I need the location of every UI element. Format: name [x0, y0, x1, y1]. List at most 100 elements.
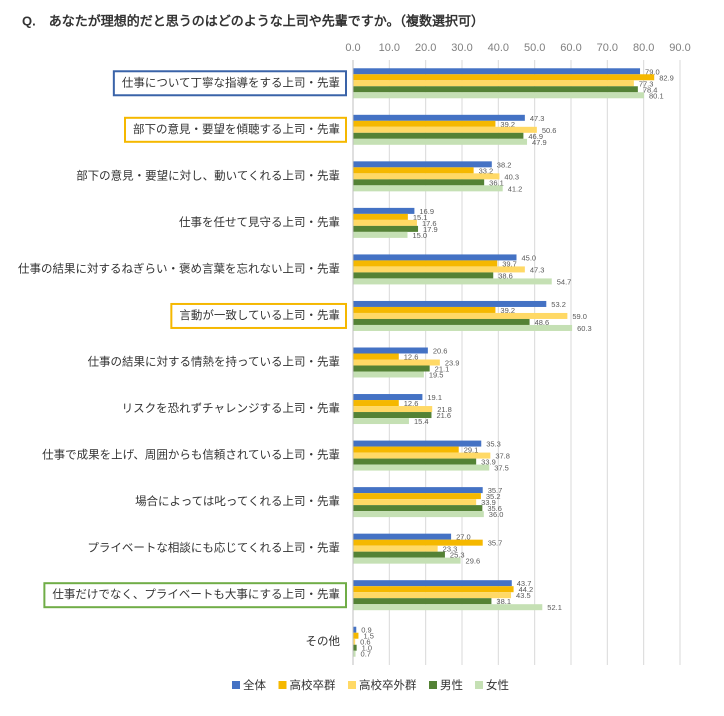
bar — [353, 260, 498, 267]
bar — [353, 592, 512, 599]
value-label: 38.6 — [498, 271, 513, 280]
bar — [353, 557, 461, 564]
highlight-box — [170, 302, 347, 329]
value-label: 33.9 — [481, 498, 496, 507]
category-label: 仕事で成果を上げ、周囲からも信頼されている上司・先輩 — [42, 448, 340, 462]
bar — [353, 458, 477, 465]
value-label: 79.0 — [645, 67, 660, 76]
bar — [353, 446, 459, 453]
legend-label: 高校卒外群 — [359, 678, 417, 692]
highlight-box — [112, 70, 347, 97]
bar — [353, 400, 399, 407]
value-label: 80.1 — [649, 91, 664, 100]
category-label: 仕事を任せて見守る上司・先輩 — [179, 215, 340, 229]
bar — [353, 580, 512, 587]
value-label: 39.2 — [500, 306, 515, 315]
value-label: 77.3 — [639, 79, 654, 88]
bar — [353, 318, 530, 325]
value-label: 43.7 — [517, 579, 532, 588]
bar — [353, 394, 423, 401]
bar — [353, 418, 409, 425]
bar — [353, 493, 481, 500]
bar — [353, 86, 638, 93]
value-label: 46.9 — [528, 132, 543, 141]
value-label: 38.2 — [497, 160, 512, 169]
bar — [353, 173, 500, 180]
value-label: 35.3 — [486, 440, 501, 449]
value-label: 15.1 — [413, 213, 428, 222]
x-tick-label: 30.0 — [451, 42, 472, 54]
legend-label: 男性 — [440, 678, 463, 692]
value-label: 82.9 — [659, 73, 674, 82]
x-tick-label: 50.0 — [524, 42, 545, 54]
value-label: 45.0 — [522, 253, 537, 262]
legend-swatch — [232, 681, 240, 689]
highlight-box — [124, 116, 347, 143]
value-label: 37.5 — [494, 464, 509, 473]
bar — [353, 306, 496, 313]
value-label: 50.6 — [542, 126, 557, 135]
bar — [353, 371, 424, 378]
value-label: 19.5 — [429, 370, 444, 379]
legend-swatch — [474, 681, 483, 689]
bar — [353, 487, 483, 494]
bar — [353, 68, 641, 75]
bar — [353, 353, 399, 360]
value-label: 21.8 — [437, 405, 452, 414]
bar — [353, 650, 356, 657]
bar — [353, 598, 492, 605]
category-label: 場合によっては叱ってくれる上司・先輩 — [135, 494, 340, 508]
bar — [353, 219, 417, 226]
value-label: 0.7 — [361, 650, 371, 659]
category-label: 部下の意見・要望に対し、動いてくれる上司・先輩 — [76, 168, 340, 182]
bar — [353, 632, 359, 639]
value-label: 39.2 — [500, 120, 515, 129]
bar — [353, 539, 483, 546]
bar — [353, 359, 440, 366]
bar — [353, 225, 419, 232]
x-tick-label: 60.0 — [560, 42, 581, 54]
category-label: プライベートな相談にも応じてくれる上司・先輩 — [87, 541, 340, 555]
value-label: 39.7 — [502, 259, 517, 268]
value-label: 35.6 — [487, 504, 502, 513]
value-label: 48.6 — [535, 318, 550, 327]
value-label: 0.9 — [361, 626, 371, 635]
value-label: 52.1 — [547, 603, 562, 612]
bar — [353, 440, 482, 447]
legend-swatch — [428, 681, 437, 689]
value-label: 16.9 — [419, 207, 434, 216]
bar — [353, 626, 357, 633]
value-label: 44.2 — [519, 585, 534, 594]
x-tick-label: 10.0 — [379, 42, 400, 54]
bar — [353, 312, 568, 319]
x-tick-label: 70.0 — [597, 42, 618, 54]
value-label: 78.4 — [643, 85, 658, 94]
value-label: 60.3 — [577, 324, 592, 333]
value-label: 47.9 — [532, 138, 547, 147]
value-label: 25.3 — [450, 551, 465, 560]
value-label: 35.7 — [488, 539, 503, 548]
bar — [353, 604, 543, 611]
highlight-box — [43, 582, 347, 609]
bar — [353, 452, 491, 459]
legend-label: 高校卒群 — [289, 678, 335, 692]
bar — [353, 505, 483, 512]
value-label: 43.5 — [516, 591, 531, 600]
category-label: リスクを恐れずチャレンジする上司・先輩 — [122, 401, 340, 415]
bar — [353, 347, 428, 354]
bar — [353, 644, 357, 651]
bar — [353, 412, 432, 419]
category-label: 仕事の結果に対する情熱を持っている上司・先輩 — [88, 355, 340, 369]
value-label: 15.0 — [413, 231, 428, 240]
bar — [353, 406, 433, 413]
value-label: 23.9 — [445, 358, 460, 367]
value-label: 21.6 — [436, 411, 451, 420]
value-label: 12.6 — [404, 399, 419, 408]
bar — [353, 278, 552, 285]
category-label: 部下の意見・要望を傾聴する上司・先輩 — [133, 122, 340, 136]
bar — [353, 511, 484, 518]
value-label: 23.3 — [443, 545, 458, 554]
value-label: 47.3 — [530, 265, 545, 274]
category-label: 仕事について丁寧な指導をする上司・先輩 — [122, 75, 340, 89]
bar — [353, 324, 573, 331]
